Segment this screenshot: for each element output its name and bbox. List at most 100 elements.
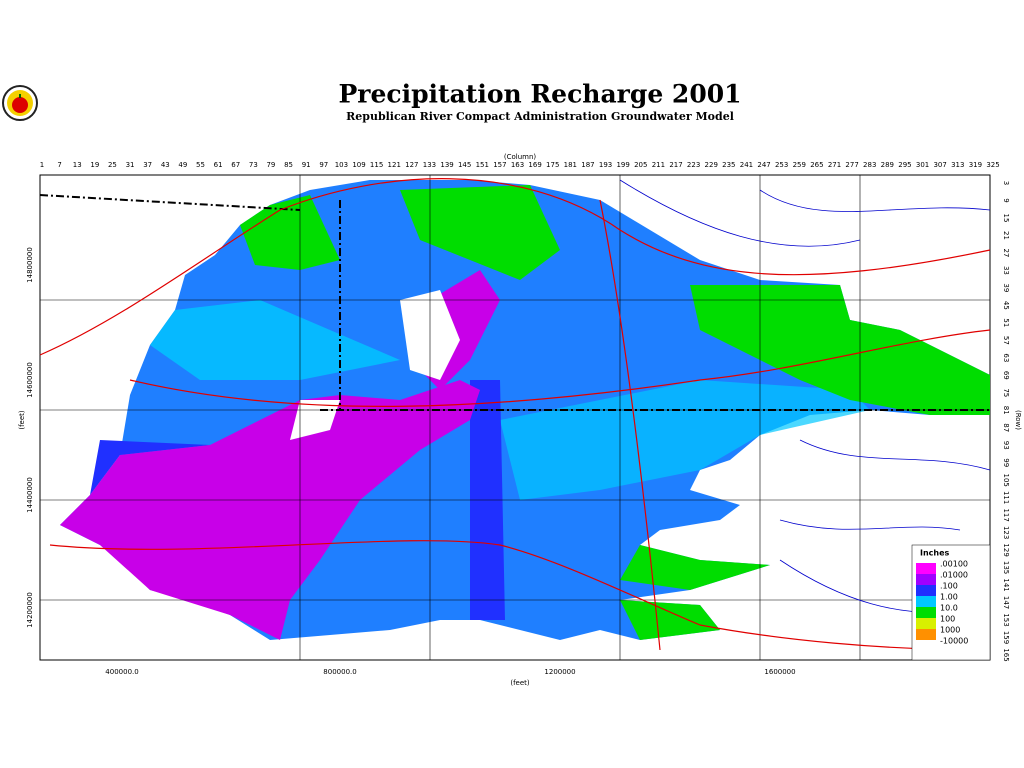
column-tick-label: 217 [669, 161, 682, 169]
column-tick-label: 121 [388, 161, 401, 169]
column-tick-label: 13 [73, 161, 82, 169]
legend-label: 10.0 [940, 604, 958, 613]
column-tick-label: 79 [266, 161, 275, 169]
legend-label: 100 [940, 615, 955, 624]
column-tick-label: 61 [214, 161, 223, 169]
legend-label: .01000 [940, 571, 968, 580]
column-tick-label: 289 [881, 161, 894, 169]
column-tick-label: 265 [810, 161, 823, 169]
row-tick-label: 69 [1002, 371, 1010, 380]
column-tick-label: 139 [440, 161, 453, 169]
legend-title: Inches [920, 549, 950, 558]
x-tick-label: 1600000 [764, 668, 795, 676]
legend-label: -10000 [940, 637, 968, 646]
column-tick-label: 7 [57, 161, 61, 169]
column-tick-label: 211 [652, 161, 665, 169]
row-tick-label: 87 [1002, 423, 1010, 432]
row-tick-label: 57 [1002, 336, 1010, 345]
column-tick-label: 277 [845, 161, 858, 169]
x-tick-label: 800000.0 [323, 668, 356, 676]
row-tick-label: 39 [1002, 283, 1010, 292]
column-tick-label: 133 [423, 161, 436, 169]
column-tick-label: 67 [231, 161, 240, 169]
column-tick-label: 31 [126, 161, 135, 169]
title: Precipitation Recharge 2001 [338, 80, 741, 109]
column-tick-label: 301 [916, 161, 929, 169]
column-tick-label: 37 [143, 161, 152, 169]
column-tick-label: 151 [476, 161, 489, 169]
column-tick-label: 241 [740, 161, 753, 169]
column-tick-label: 19 [90, 161, 99, 169]
row-tick-label: 147 [1002, 596, 1010, 609]
y-tick-label: 14600000 [26, 362, 34, 398]
row-tick-label: 165 [1002, 648, 1010, 661]
column-tick-label: 55 [196, 161, 205, 169]
row-tick-label: 93 [1002, 441, 1010, 450]
row-tick-label: 153 [1002, 613, 1010, 626]
x-tick-label: 400000.0 [105, 668, 138, 676]
x-axis-label: (feet) [510, 679, 530, 687]
column-tick-label: 163 [511, 161, 524, 169]
column-tick-label: 283 [863, 161, 876, 169]
row-tick-label: 33 [1002, 266, 1010, 275]
logo [2, 85, 38, 121]
column-tick-label: 319 [969, 161, 982, 169]
row-tick-label: 135 [1002, 561, 1010, 574]
row-tick-label: 129 [1002, 543, 1010, 556]
column-tick-label: 193 [599, 161, 612, 169]
y-axis-label: (feet) [18, 410, 26, 430]
column-tick-label: 253 [775, 161, 788, 169]
column-tick-label: 43 [161, 161, 170, 169]
subtitle: Republican River Compact Administration … [346, 110, 734, 123]
row-tick-label: 111 [1002, 491, 1010, 504]
column-tick-label: 157 [493, 161, 506, 169]
column-tick-label: 325 [986, 161, 999, 169]
column-tick-label: 97 [319, 161, 328, 169]
column-tick-label: 307 [933, 161, 946, 169]
row-tick-label: 3 [1002, 181, 1010, 185]
column-tick-label: 175 [546, 161, 559, 169]
column-tick-label: 91 [302, 161, 311, 169]
column-tick-label: 109 [352, 161, 365, 169]
row-tick-label: 9 [1002, 198, 1010, 202]
column-tick-label: 247 [757, 161, 770, 169]
low-recharge [60, 380, 480, 640]
column-axis-label: (Column) [504, 153, 537, 161]
column-tick-label: 229 [705, 161, 718, 169]
column-tick-label: 169 [528, 161, 541, 169]
row-tick-label: 141 [1002, 578, 1010, 591]
y-tick-label: 14800000 [26, 247, 34, 283]
row-tick-label: 99 [1002, 458, 1010, 467]
row-tick-label: 117 [1002, 508, 1010, 521]
column-tick-label: 127 [405, 161, 418, 169]
x-tick-label: 1200000 [544, 668, 575, 676]
row-tick-label: 75 [1002, 388, 1010, 397]
column-tick-label: 49 [178, 161, 187, 169]
column-tick-label: 187 [581, 161, 594, 169]
column-tick-label: 313 [951, 161, 964, 169]
column-tick-label: 259 [793, 161, 806, 169]
row-tick-label: 81 [1002, 406, 1010, 415]
column-tick-label: 103 [335, 161, 348, 169]
row-axis-label: (Row) [1014, 410, 1022, 430]
column-tick-label: 1 [40, 161, 44, 169]
y-tick-label: 14200000 [26, 592, 34, 628]
row-tick-label: 15 [1002, 214, 1010, 223]
column-tick-label: 115 [370, 161, 383, 169]
row-tick-label: 123 [1002, 526, 1010, 539]
column-tick-label: 145 [458, 161, 471, 169]
y-tick-label: 14400000 [26, 477, 34, 513]
row-tick-label: 63 [1002, 353, 1010, 362]
column-tick-label: 295 [898, 161, 911, 169]
row-tick-label: 45 [1002, 301, 1010, 310]
row-tick-label: 51 [1002, 318, 1010, 327]
legend-label: 1000 [940, 626, 960, 635]
row-tick-label: 105 [1002, 473, 1010, 486]
row-tick-label: 21 [1002, 231, 1010, 240]
column-tick-label: 73 [249, 161, 258, 169]
column-tick-label: 235 [722, 161, 735, 169]
legend-label: 1.00 [940, 593, 958, 602]
column-tick-label: 271 [828, 161, 841, 169]
